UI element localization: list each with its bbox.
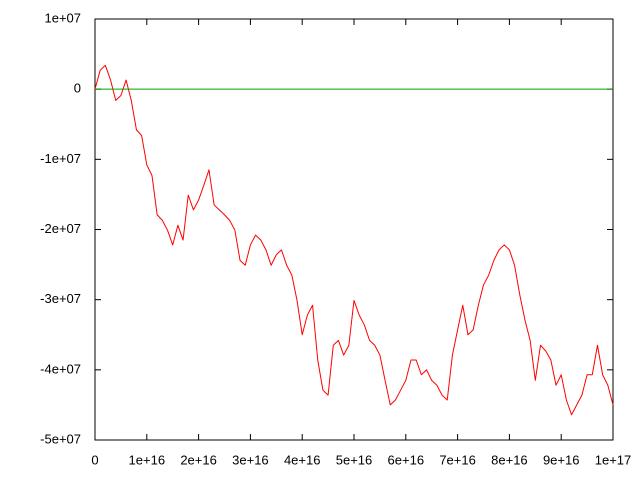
x-tick-label: 1e+16	[129, 452, 166, 467]
y-tick-label: -5e+07	[40, 431, 81, 446]
x-tick-label: 7e+16	[439, 452, 476, 467]
y-tick-label: -3e+07	[40, 291, 81, 306]
x-tick-label: 4e+16	[284, 452, 321, 467]
x-tick-label: 0	[91, 452, 98, 467]
y-tick-label: -1e+07	[40, 151, 81, 166]
x-tick-label: 5e+16	[336, 452, 373, 467]
y-tick-label: 0	[74, 81, 81, 96]
y-tick-label: 1e+07	[44, 10, 81, 25]
x-tick-label: 9e+16	[543, 452, 580, 467]
data-line	[94, 64, 614, 416]
x-tick-label: 3e+16	[232, 452, 269, 467]
x-tick-label: 2e+16	[180, 452, 217, 467]
y-tick-label: -2e+07	[40, 221, 81, 236]
y-tick-label: -4e+07	[40, 361, 81, 376]
x-tick-label: 6e+16	[388, 452, 425, 467]
x-tick-label: 8e+16	[491, 452, 528, 467]
x-tick-label: 1e+17	[595, 452, 632, 467]
